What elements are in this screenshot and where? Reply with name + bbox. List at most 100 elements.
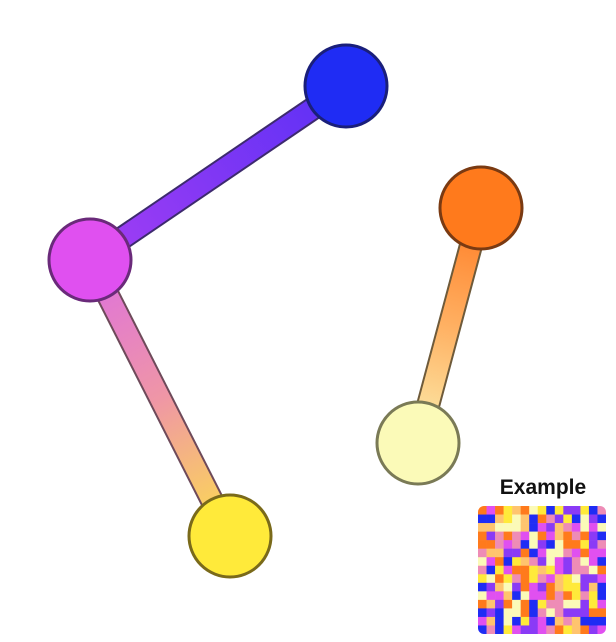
legend-swatch-cell xyxy=(512,531,521,541)
legend-swatch-cell xyxy=(563,548,573,558)
legend-swatch-cell xyxy=(554,506,564,515)
legend-swatch-cell xyxy=(486,506,496,515)
legend-swatch-cell xyxy=(495,591,504,601)
legend-swatch-cell xyxy=(503,616,513,626)
legend-swatch-cell xyxy=(486,565,496,575)
legend-swatch-cell xyxy=(529,591,539,601)
legend-swatch-cell xyxy=(563,540,573,549)
legend-swatch-cell xyxy=(512,625,521,634)
legend-swatch-cell xyxy=(588,548,598,558)
legend-swatch-cell xyxy=(537,625,547,634)
legend-swatch-cell xyxy=(495,599,504,609)
legend-swatch-cell xyxy=(529,557,539,567)
legend-swatch-cell xyxy=(486,514,496,524)
legend-swatch-cell xyxy=(571,582,581,592)
legend-swatch-cell xyxy=(486,599,496,609)
legend-swatch-cell xyxy=(537,582,547,592)
legend-swatch-cell xyxy=(580,591,590,601)
legend-swatch-cell xyxy=(503,608,513,618)
node-yellow xyxy=(187,493,273,579)
legend-swatch-cell xyxy=(546,565,556,575)
legend-swatch-cell xyxy=(546,531,556,541)
legend-swatch-cell xyxy=(529,565,539,575)
legend-swatch-cell xyxy=(495,625,504,634)
legend-swatch-cell xyxy=(571,523,581,532)
legend-swatch-cell xyxy=(580,548,590,558)
legend-swatch-cell xyxy=(546,557,556,567)
legend-swatch-cell xyxy=(512,591,521,601)
legend-swatch-cell xyxy=(554,625,564,634)
legend-swatch-cell xyxy=(546,608,556,618)
legend-swatch-cell xyxy=(537,506,547,515)
legend-swatch-cell xyxy=(554,557,564,567)
legend-swatch-cell xyxy=(537,608,547,618)
legend-swatch-cell xyxy=(537,523,547,532)
legend-swatch-cell xyxy=(546,523,556,532)
legend-swatch-cell xyxy=(478,591,487,601)
legend-swatch-cell xyxy=(529,548,539,558)
legend-swatch-cell xyxy=(537,599,547,609)
legend-swatch-cell xyxy=(580,582,590,592)
legend-swatch-cell xyxy=(495,616,504,626)
legend-swatch-cell xyxy=(597,582,606,592)
legend-swatch-cell xyxy=(495,565,504,575)
legend-swatch-cell xyxy=(588,616,598,626)
legend-swatch-cell xyxy=(597,531,606,541)
legend-swatch-cell xyxy=(529,523,539,532)
legend-swatch-cell xyxy=(520,608,530,618)
legend-swatch-cell xyxy=(537,548,547,558)
legend-swatch-cell xyxy=(520,565,530,575)
legend-swatch-cell xyxy=(563,591,573,601)
legend-title: Example xyxy=(499,476,587,499)
legend-swatch-cell xyxy=(554,608,564,618)
legend-swatch-cell xyxy=(486,548,496,558)
legend-swatch-cell xyxy=(554,548,564,558)
legend-swatch-grid xyxy=(478,506,606,634)
legend-swatch-cell xyxy=(563,608,573,618)
legend-swatch-cell xyxy=(503,582,513,592)
legend-swatch-cell xyxy=(520,548,530,558)
legend-swatch-cell xyxy=(529,540,539,549)
legend-swatch-cell xyxy=(588,523,598,532)
legend-swatch-cell xyxy=(486,591,496,601)
legend-swatch-cell xyxy=(580,565,590,575)
legend-swatch-cell xyxy=(495,523,504,532)
legend-swatch-cell xyxy=(580,523,590,532)
legend-swatch-cell xyxy=(486,616,496,626)
legend-swatch-cell xyxy=(495,514,504,524)
legend-swatch-cell xyxy=(554,591,564,601)
legend-swatch-cell xyxy=(503,548,513,558)
legend-swatch-cell xyxy=(520,523,530,532)
legend-swatch-cell xyxy=(520,582,530,592)
legend-swatch-cell xyxy=(478,506,487,515)
legend-swatch-cell xyxy=(563,574,573,584)
legend-swatch-cell xyxy=(537,565,547,575)
legend-swatch-cell xyxy=(580,625,590,634)
legend-swatch-cell xyxy=(512,565,521,575)
legend-swatch-cell xyxy=(571,514,581,524)
legend-swatch-cell xyxy=(580,540,590,549)
legend-swatch-cell xyxy=(512,582,521,592)
legend-swatch-cell xyxy=(546,514,556,524)
legend-swatch-cell xyxy=(597,506,606,515)
legend-swatch-cell xyxy=(563,514,573,524)
legend-swatch-cell xyxy=(520,591,530,601)
legend-swatch-cell xyxy=(597,616,606,626)
legend-swatch-cell xyxy=(588,506,598,515)
legend-swatch-cell xyxy=(554,540,564,549)
legend-swatch-cell xyxy=(503,506,513,515)
edge-magenta-yellow xyxy=(79,254,241,542)
legend-swatch-cell xyxy=(563,625,573,634)
legend-swatch-cell xyxy=(486,574,496,584)
legend-swatch-cell xyxy=(580,506,590,515)
legend-swatch-cell xyxy=(554,531,564,541)
legend-swatch-cell xyxy=(529,625,539,634)
legend-swatch-cell xyxy=(512,557,521,567)
legend-swatch-cell xyxy=(495,540,504,549)
legend-swatch-cell xyxy=(563,582,573,592)
legend-swatch-cell xyxy=(563,557,573,567)
legend-swatch-cell xyxy=(503,531,513,541)
legend-swatch-cell xyxy=(503,557,513,567)
legend-swatch-cell xyxy=(563,531,573,541)
legend-swatch-cell xyxy=(588,540,598,549)
